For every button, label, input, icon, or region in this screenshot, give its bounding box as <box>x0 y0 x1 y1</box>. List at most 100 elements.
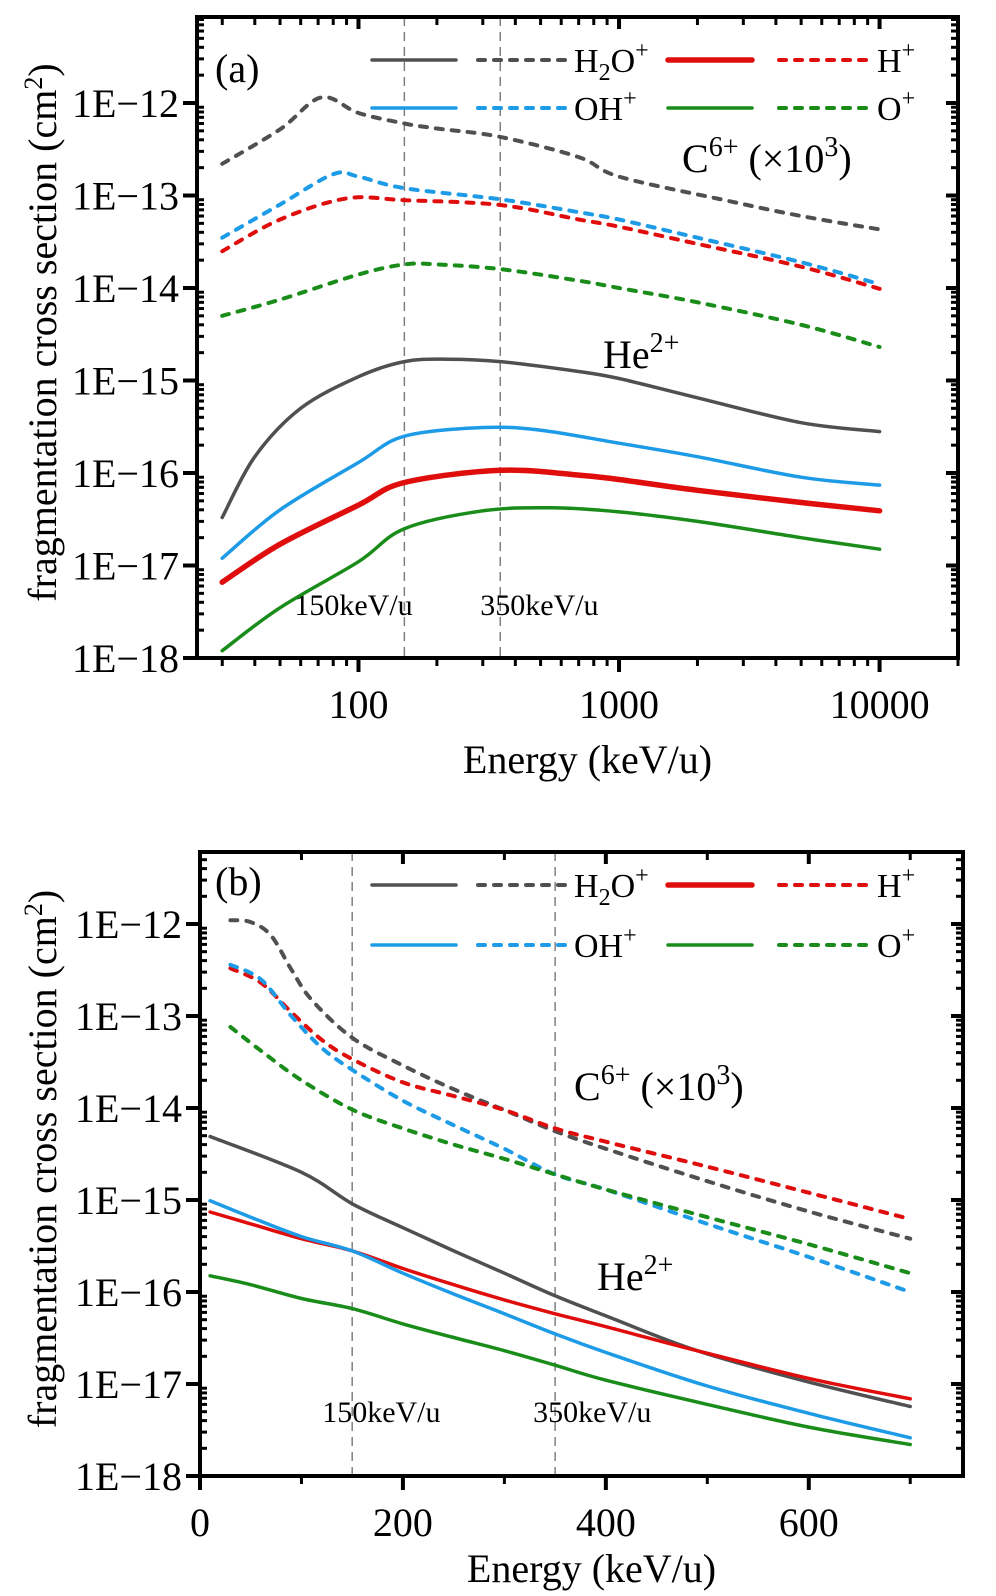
legend-item: H+ <box>665 38 915 80</box>
series-line-h2oplus-he2plus <box>220 357 882 520</box>
legend-label-main: O <box>877 91 902 128</box>
annotation-suffix-sup: 3 <box>824 132 838 163</box>
legend-label-main: H <box>574 868 599 905</box>
legend-item: H+ <box>665 863 915 905</box>
legend-item: H2O+ <box>370 38 649 86</box>
y-tick-label: 1E−13 <box>72 174 179 219</box>
y-tick-label: 1E−17 <box>72 544 179 589</box>
x-tick-label: 0 <box>190 1500 210 1545</box>
legend-label-sup: + <box>902 863 916 889</box>
annotation-c6plus-scaled: C6+ (×103) <box>574 1060 744 1109</box>
y-tick-label: 1E−14 <box>72 266 179 311</box>
panel-label: (b) <box>215 859 262 904</box>
series-line-h2oplus-he2plus <box>208 1134 912 1409</box>
x-tick-label: 1000 <box>579 682 659 727</box>
panel-label: (a) <box>215 46 259 91</box>
y-axis-title-sup: 2 <box>19 903 48 916</box>
legend-label: OH+ <box>574 923 637 965</box>
legend-label-tail: O <box>611 43 636 80</box>
legend-label-sup: + <box>902 86 916 112</box>
annotation-tail: ) <box>730 1064 743 1109</box>
legend-label-main: H <box>877 868 902 905</box>
y-tick-label: 1E−14 <box>75 1086 182 1131</box>
x-tick-label: 200 <box>373 1500 433 1545</box>
series-line-oplus-he2plus <box>208 1274 912 1447</box>
annotation-sup: 6+ <box>709 132 739 163</box>
legend-label-sub: 2 <box>599 885 611 911</box>
plot-frame <box>198 850 965 1478</box>
y-axis-title-tail: ) <box>20 890 65 903</box>
legend-label: O+ <box>877 923 915 965</box>
annotation-he2plus: He2+ <box>603 328 679 377</box>
legend-item: OH+ <box>370 923 637 965</box>
legend: H2O+ H+OH+ O+ <box>370 863 915 965</box>
legend-label: H2O+ <box>574 38 649 86</box>
legend-label-main: H <box>877 43 902 80</box>
panel-b: 150keV/u 350keV/u 1E−12 1E−13 1E−14 1E−15 1E−1… <box>19 850 965 1591</box>
y-axis-title-sup: 2 <box>19 77 48 90</box>
y-axis-title-main: fragmentation cross section (cm <box>20 916 65 1428</box>
y-tick-label: 1E−12 <box>72 81 179 126</box>
series-line-ohplus-c6plus <box>228 962 913 1294</box>
legend-label: H+ <box>877 863 915 905</box>
series-line-oplus-c6plus <box>228 1025 913 1276</box>
annotation-sup: 2+ <box>650 328 680 359</box>
legend-label-main: H <box>574 43 599 80</box>
y-axis-title-main: fragmentation cross section (cm <box>20 90 65 602</box>
legend-label-sup: + <box>902 38 916 64</box>
legend-label: OH+ <box>574 86 637 128</box>
series-line-ohplus-c6plus <box>220 170 882 287</box>
legend-label: H2O+ <box>574 863 649 911</box>
y-tick-label: 1E−13 <box>75 994 182 1039</box>
legend-label-sup: + <box>623 86 637 112</box>
legend-label-main: O <box>877 928 902 965</box>
annotation-suffix-sup: 3 <box>716 1060 730 1091</box>
y-tick-label: 1E−17 <box>75 1362 182 1407</box>
series-group <box>219 95 883 653</box>
legend-item: O+ <box>666 923 915 965</box>
annotation-main: C <box>682 136 709 181</box>
series-line-hplus-c6plus <box>228 966 913 1222</box>
annotation-main: He <box>597 1254 644 1299</box>
y-tick-label: 1E−16 <box>75 1270 182 1315</box>
guide-label-350: 350keV/u <box>533 1396 651 1429</box>
y-tick-label: 1E−16 <box>72 451 179 496</box>
annotation-suffix: (×10 <box>630 1064 716 1109</box>
x-tick-label: 600 <box>779 1500 839 1545</box>
y-tick-label: 1E−18 <box>72 636 179 681</box>
legend-label-tail: O <box>611 868 636 905</box>
legend-label-sup: + <box>635 38 649 64</box>
series-line-ohplus-he2plus <box>220 425 882 560</box>
y-tick-label: 1E−12 <box>75 902 182 947</box>
y-axis-title: fragmentation cross section (cm2) <box>19 63 65 601</box>
legend-item: H2O+ <box>370 863 649 911</box>
legend-label: O+ <box>877 86 915 128</box>
legend-label-sub: 2 <box>599 60 611 86</box>
legend: H2O+ H+OH+ O+ <box>370 38 915 128</box>
y-tick-label: 1E−15 <box>75 1178 182 1223</box>
annotation-sup: 6+ <box>601 1060 631 1091</box>
legend-item: OH+ <box>370 86 637 128</box>
x-tick-label: 400 <box>576 1500 636 1545</box>
legend-label-sup: + <box>635 863 649 889</box>
annotation-c6plus-scaled: C6+ (×103) <box>682 132 852 181</box>
series-line-ohplus-he2plus <box>208 1199 912 1440</box>
y-axis-title: fragmentation cross section (cm2) <box>19 890 65 1428</box>
annotation-tail: ) <box>838 136 851 181</box>
legend-label-sup: + <box>623 923 637 949</box>
guide-label-350: 350keV/u <box>480 589 598 622</box>
panel-a: 150keV/u 350keV/u 1E−12 1E−13 1E−14 1E−15 1E−1… <box>19 15 960 782</box>
series-line-hplus-c6plus <box>220 195 882 291</box>
series-line-h2oplus-c6plus <box>228 918 913 1241</box>
y-tick-label: 1E−15 <box>72 359 179 404</box>
annotation-main: He <box>603 332 650 377</box>
series-line-oplus-he2plus <box>220 505 882 653</box>
annotation-suffix: (×10 <box>738 136 824 181</box>
x-tick-label: 100 <box>328 682 388 727</box>
x-axis-title: Energy (keV/u) <box>467 1546 716 1591</box>
guide-label-150: 150keV/u <box>322 1396 440 1429</box>
annotation-main: C <box>574 1064 601 1109</box>
legend-label: H+ <box>877 38 915 80</box>
y-tick-label: 1E−18 <box>75 1454 182 1499</box>
legend-label-sup: + <box>902 923 916 949</box>
